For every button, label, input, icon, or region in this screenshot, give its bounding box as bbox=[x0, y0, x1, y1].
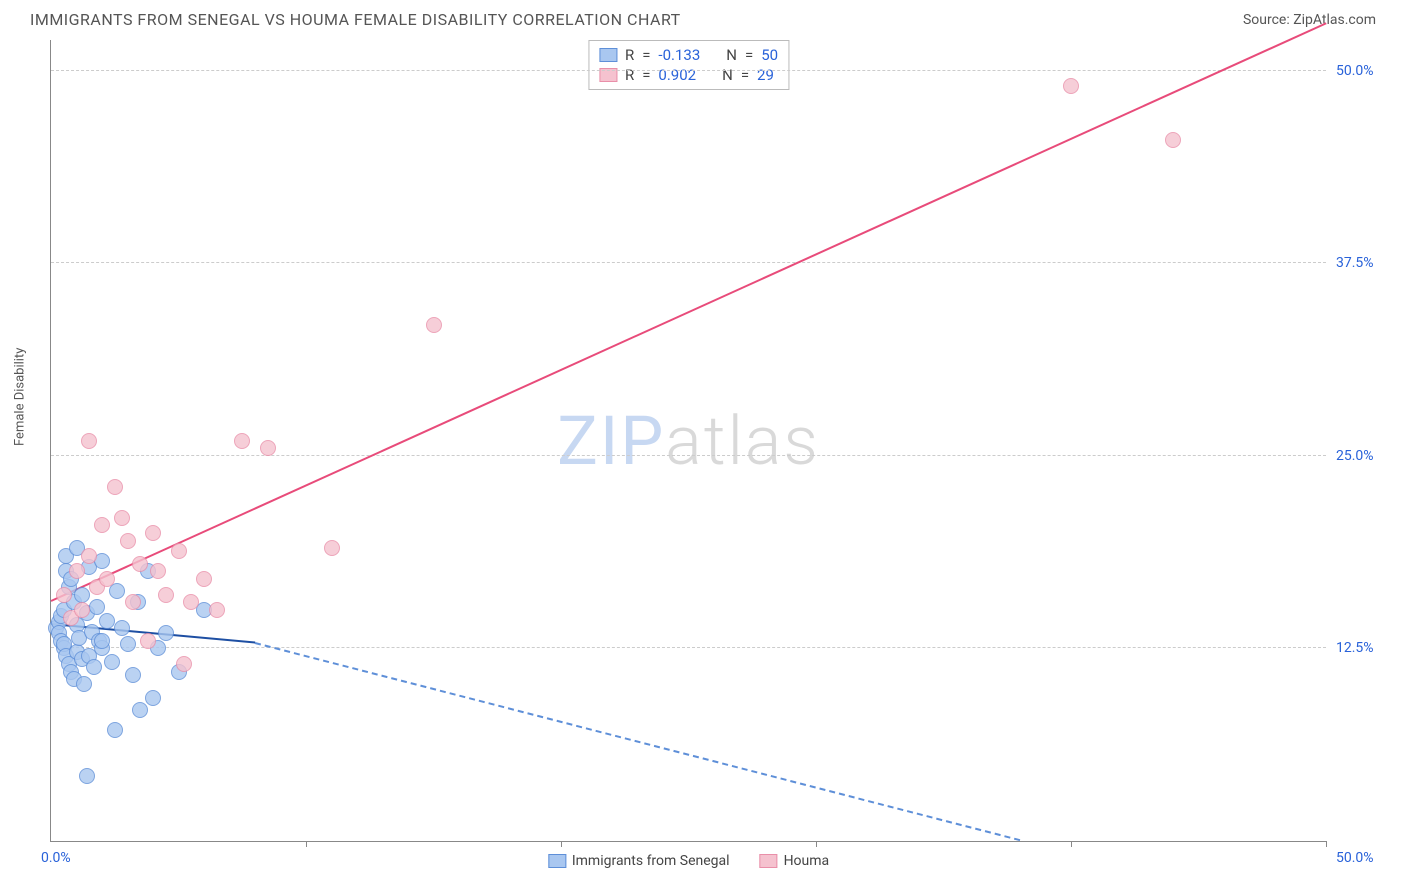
r-value-houma: 0.902 bbox=[658, 66, 696, 84]
x-tick bbox=[816, 841, 817, 847]
data-point-senegal bbox=[132, 702, 148, 718]
legend-label-houma: Houma bbox=[784, 853, 830, 869]
y-tick-label: 12.5% bbox=[1336, 640, 1396, 656]
data-point-senegal bbox=[86, 659, 102, 675]
data-point-houma bbox=[1063, 78, 1079, 94]
n-value-senegal: 50 bbox=[761, 46, 778, 64]
data-point-houma bbox=[145, 525, 161, 541]
data-point-senegal bbox=[99, 613, 115, 629]
chart-plot-area: ZIPatlas R = -0.133 N = 50 R = 0.902 N =… bbox=[50, 40, 1326, 842]
data-point-houma bbox=[81, 433, 97, 449]
data-point-houma bbox=[234, 433, 250, 449]
data-point-houma bbox=[125, 594, 141, 610]
chart-title: IMMIGRANTS FROM SENEGAL VS HOUMA FEMALE … bbox=[30, 10, 681, 29]
y-tick-label: 37.5% bbox=[1336, 255, 1396, 271]
r-label: R bbox=[625, 66, 634, 84]
data-point-houma bbox=[120, 533, 136, 549]
swatch-houma bbox=[760, 854, 778, 868]
x-tick bbox=[1326, 841, 1327, 847]
swatch-senegal bbox=[599, 48, 617, 62]
source-label: Source: ZipAtlas.com bbox=[1243, 12, 1376, 28]
data-point-houma bbox=[324, 540, 340, 556]
stats-row-houma: R = 0.902 N = 29 bbox=[599, 65, 778, 85]
data-point-houma bbox=[99, 571, 115, 587]
data-point-houma bbox=[150, 563, 166, 579]
stats-row-senegal: R = -0.133 N = 50 bbox=[599, 45, 778, 65]
x-tick bbox=[1071, 841, 1072, 847]
data-point-senegal bbox=[120, 636, 136, 652]
data-point-houma bbox=[209, 602, 225, 618]
eq: = bbox=[642, 66, 650, 84]
r-value-senegal: -0.133 bbox=[658, 46, 700, 64]
watermark-zip: ZIP bbox=[557, 401, 665, 481]
data-point-senegal bbox=[125, 667, 141, 683]
stats-legend-box: R = -0.133 N = 50 R = 0.902 N = 29 bbox=[588, 40, 789, 90]
data-point-senegal bbox=[79, 768, 95, 784]
grid-line bbox=[51, 455, 1326, 456]
data-point-houma bbox=[140, 633, 156, 649]
swatch-senegal bbox=[548, 854, 566, 868]
data-point-senegal bbox=[89, 599, 105, 615]
data-point-houma bbox=[158, 587, 174, 603]
data-point-houma bbox=[176, 656, 192, 672]
data-point-houma bbox=[74, 602, 90, 618]
data-point-houma bbox=[81, 548, 97, 564]
data-point-houma bbox=[69, 563, 85, 579]
data-point-senegal bbox=[76, 676, 92, 692]
legend-item-houma: Houma bbox=[760, 853, 830, 869]
legend-label-senegal: Immigrants from Senegal bbox=[572, 853, 730, 869]
watermark: ZIPatlas bbox=[557, 401, 820, 481]
x-max-label: 50.0% bbox=[1336, 850, 1396, 866]
data-point-senegal bbox=[158, 625, 174, 641]
y-axis-label: Female Disability bbox=[13, 348, 28, 446]
data-point-senegal bbox=[74, 587, 90, 603]
data-point-senegal bbox=[104, 654, 120, 670]
legend-item-senegal: Immigrants from Senegal bbox=[548, 853, 730, 869]
data-point-houma bbox=[196, 571, 212, 587]
eq: = bbox=[642, 46, 650, 64]
data-point-houma bbox=[94, 517, 110, 533]
r-label: R bbox=[625, 46, 634, 64]
y-tick-label: 50.0% bbox=[1336, 63, 1396, 79]
watermark-atlas: atlas bbox=[665, 401, 820, 481]
n-value-houma: 29 bbox=[757, 66, 774, 84]
data-point-houma bbox=[426, 317, 442, 333]
data-point-senegal bbox=[114, 620, 130, 636]
data-point-senegal bbox=[109, 583, 125, 599]
eq: = bbox=[745, 46, 753, 64]
n-label: N bbox=[726, 46, 737, 64]
grid-line bbox=[51, 262, 1326, 263]
data-point-houma bbox=[183, 594, 199, 610]
n-label: N bbox=[722, 66, 733, 84]
x-tick bbox=[306, 841, 307, 847]
data-point-houma bbox=[171, 543, 187, 559]
x-tick bbox=[561, 841, 562, 847]
grid-line bbox=[51, 70, 1326, 71]
data-point-houma bbox=[56, 587, 72, 603]
trend-line bbox=[51, 23, 1327, 602]
data-point-senegal bbox=[94, 633, 110, 649]
data-point-houma bbox=[260, 440, 276, 456]
x-origin-label: 0.0% bbox=[41, 850, 71, 866]
eq: = bbox=[741, 66, 749, 84]
trend-line bbox=[255, 642, 1020, 841]
data-point-houma bbox=[107, 479, 123, 495]
data-point-houma bbox=[1165, 132, 1181, 148]
data-point-houma bbox=[132, 556, 148, 572]
data-point-senegal bbox=[145, 690, 161, 706]
bottom-legend: Immigrants from Senegal Houma bbox=[548, 853, 829, 869]
grid-line bbox=[51, 647, 1326, 648]
data-point-houma bbox=[114, 510, 130, 526]
y-tick-label: 25.0% bbox=[1336, 448, 1396, 464]
data-point-senegal bbox=[107, 722, 123, 738]
